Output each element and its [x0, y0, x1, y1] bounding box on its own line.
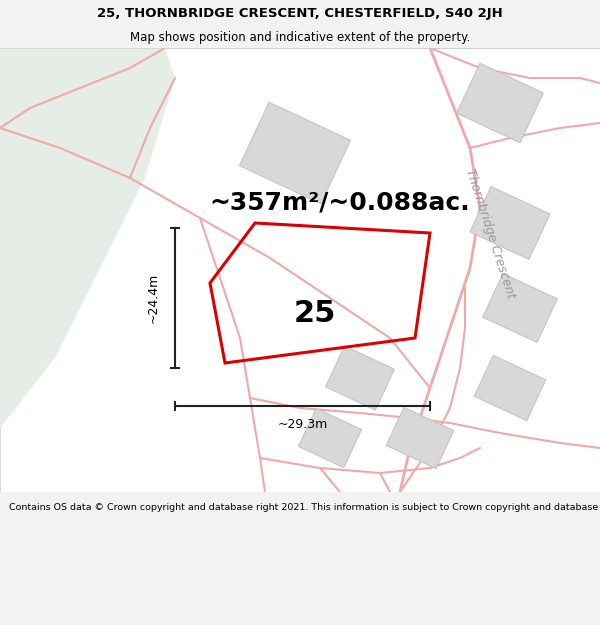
Polygon shape	[474, 356, 546, 421]
Polygon shape	[482, 274, 557, 342]
Polygon shape	[386, 408, 454, 469]
Text: 25: 25	[294, 299, 336, 328]
Text: ~357m²/~0.088ac.: ~357m²/~0.088ac.	[209, 191, 470, 215]
Polygon shape	[298, 408, 362, 468]
Text: 25, THORNBRIDGE CRESCENT, CHESTERFIELD, S40 2JH: 25, THORNBRIDGE CRESCENT, CHESTERFIELD, …	[97, 7, 503, 20]
Polygon shape	[239, 102, 350, 204]
Text: Thornbridge Crescent: Thornbridge Crescent	[463, 166, 517, 299]
Polygon shape	[0, 48, 175, 428]
Polygon shape	[326, 346, 394, 410]
Text: ~24.4m: ~24.4m	[146, 273, 160, 323]
Polygon shape	[457, 63, 544, 142]
Polygon shape	[470, 187, 550, 259]
Text: Contains OS data © Crown copyright and database right 2021. This information is : Contains OS data © Crown copyright and d…	[9, 503, 600, 512]
Text: ~29.3m: ~29.3m	[277, 418, 328, 431]
Text: Map shows position and indicative extent of the property.: Map shows position and indicative extent…	[130, 31, 470, 44]
